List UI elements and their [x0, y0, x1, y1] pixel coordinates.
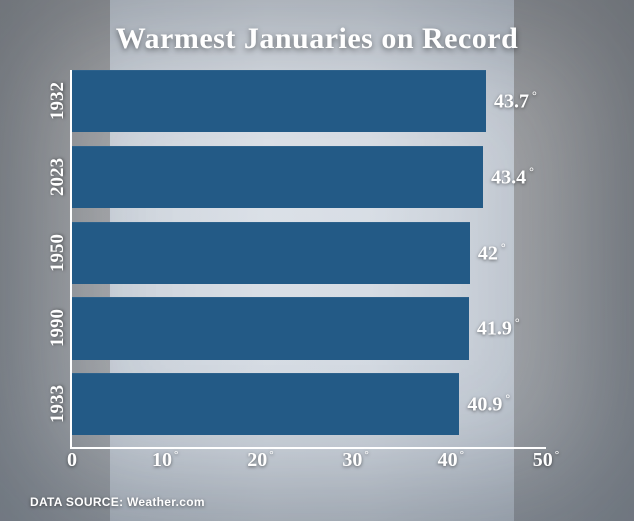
bar-row: 199041.9°: [70, 297, 546, 359]
bar-value-label: 43.4°: [483, 165, 534, 190]
x-axis-ticks: 010°20°30°40°50°: [70, 449, 546, 477]
bar-value-label: 42°: [470, 240, 506, 265]
bar-year-label: 1950: [47, 234, 69, 272]
bar-row: 195042°: [70, 222, 546, 284]
bar-year-label: 2023: [47, 158, 69, 196]
bar: [70, 297, 469, 359]
x-tick: 50°: [533, 449, 559, 472]
x-tick: 0: [67, 449, 77, 472]
bar-year-label: 1933: [47, 385, 69, 423]
chart-title: Warmest Januaries on Record: [30, 22, 604, 56]
data-source-label: DATA SOURCE: Weather.com: [30, 495, 205, 509]
x-tick: 30°: [342, 449, 368, 472]
data-source-prefix: DATA SOURCE:: [30, 495, 127, 509]
bar: [70, 70, 486, 132]
bar-value-label: 43.7°: [486, 89, 537, 114]
bars-group: 193243.7° 202343.4° 195042° 199041.9° 193340…: [70, 70, 546, 449]
bar-row: 193243.7°: [70, 70, 546, 132]
bar-year-label: 1932: [47, 82, 69, 120]
x-tick: 40°: [438, 449, 464, 472]
bar: [70, 222, 470, 284]
x-tick: 20°: [247, 449, 273, 472]
x-tick: 10°: [152, 449, 178, 472]
bar-row: 193340.9°: [70, 373, 546, 435]
plot-area: 193243.7° 202343.4° 195042° 199041.9° 193340…: [70, 70, 546, 449]
bar-value-label: 40.9°: [459, 392, 510, 417]
bar-value-label: 41.9°: [469, 316, 520, 341]
data-source-name: Weather.com: [127, 495, 205, 509]
bar: [70, 146, 483, 208]
y-axis-line: [70, 70, 72, 449]
bar: [70, 373, 459, 435]
bar-row: 202343.4°: [70, 146, 546, 208]
chart-container: Warmest Januaries on Record 193243.7°202…: [0, 0, 634, 521]
bar-year-label: 1990: [47, 309, 69, 347]
